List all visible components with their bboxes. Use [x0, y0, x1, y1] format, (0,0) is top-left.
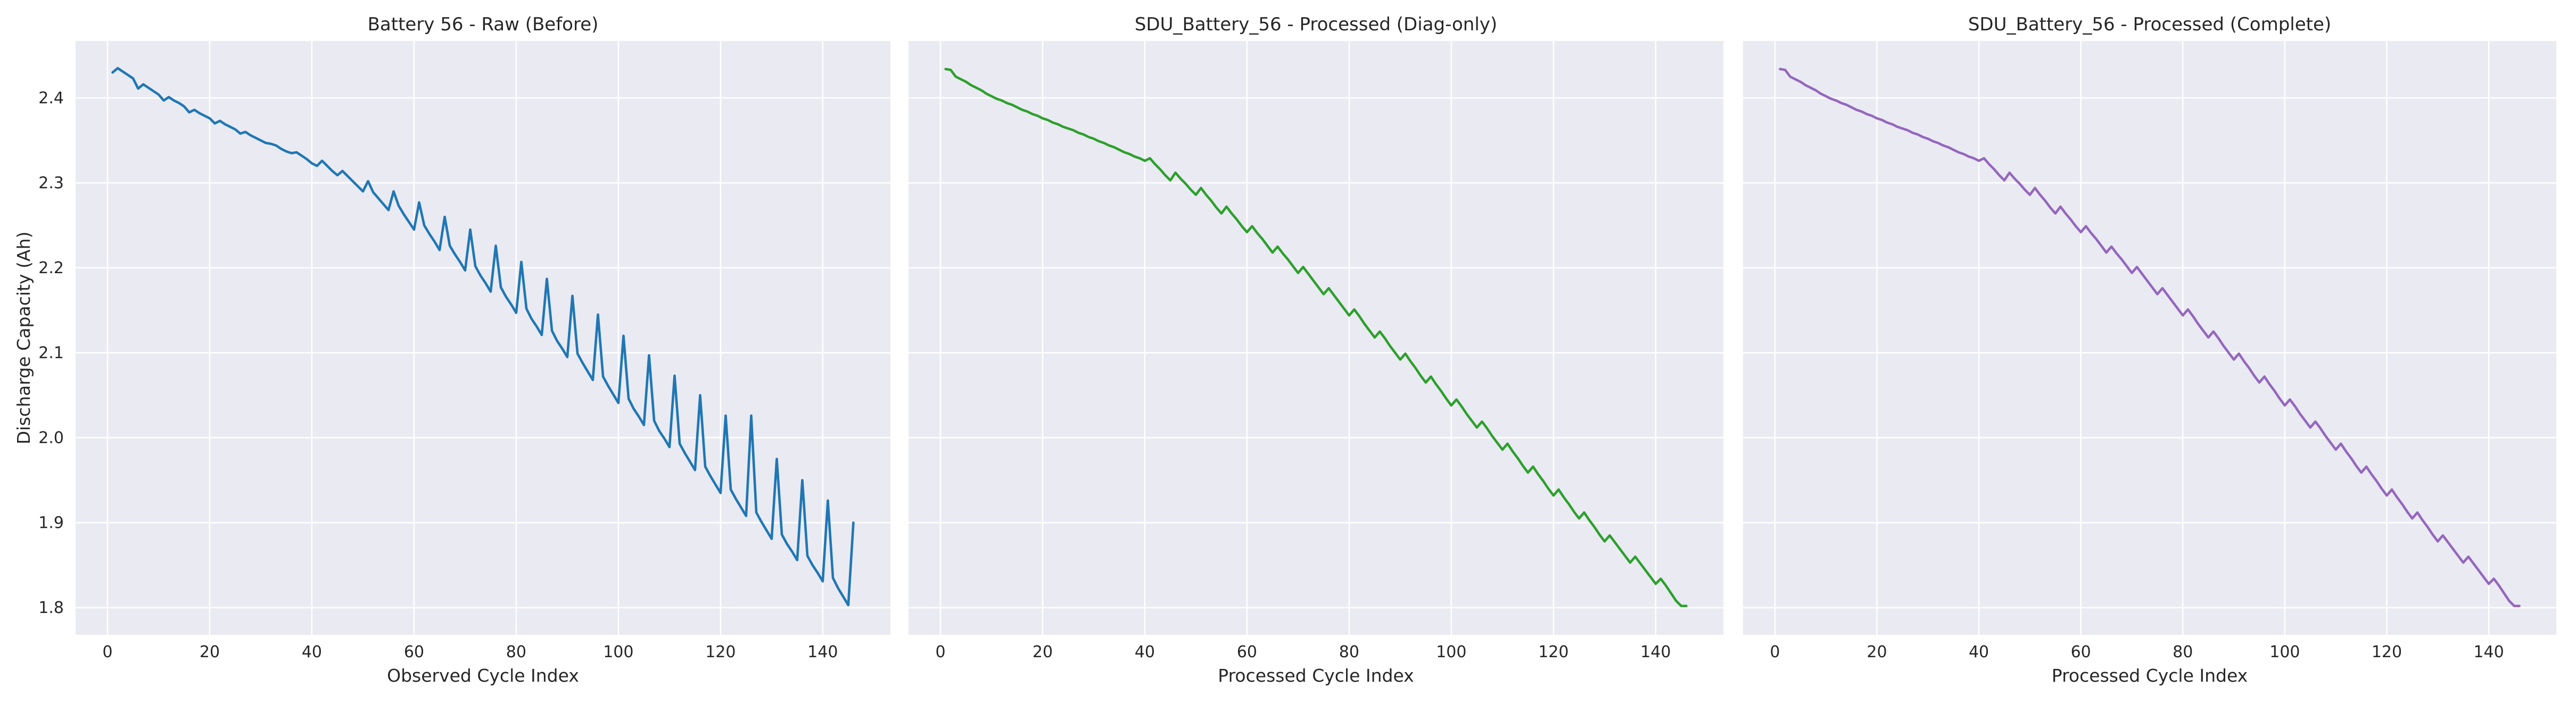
x-tick-label: 100 [1436, 643, 1466, 661]
x-tick-label: 40 [302, 643, 322, 661]
data-line [944, 68, 1688, 608]
x-tick-label: 120 [705, 643, 736, 661]
plot-background [909, 41, 1723, 635]
data-line [1779, 68, 2521, 608]
plot-background [1743, 41, 2556, 635]
y-axis-label: Discharge Capacity (Ah) [13, 232, 34, 445]
x-tick-label: 60 [404, 643, 424, 661]
x-tick-label: 0 [102, 643, 112, 661]
x-tick-label: 40 [1969, 643, 1989, 661]
x-tick-label: 60 [2071, 643, 2091, 661]
chart-title: SDU_Battery_56 - Processed (Diag-only) [1135, 14, 1497, 35]
y-tick-label: 2.0 [38, 429, 64, 447]
x-tick-label: 80 [1339, 643, 1359, 661]
x-tick-label: 100 [603, 643, 633, 661]
y-tick-label: 2.1 [38, 344, 64, 362]
plot-background [76, 41, 890, 635]
x-axis-label: Observed Cycle Index [387, 665, 579, 686]
x-tick-label: 140 [1640, 643, 1671, 661]
x-axis-label: Processed Cycle Index [2052, 665, 2248, 686]
x-tick-label: 80 [2173, 643, 2193, 661]
x-tick-label: 140 [2473, 643, 2504, 661]
x-tick-label: 0 [935, 643, 945, 661]
x-axis-label: Processed Cycle Index [1218, 665, 1414, 686]
x-tick-label: 140 [807, 643, 838, 661]
y-tick-label: 2.3 [38, 174, 64, 192]
y-tick-label: 2.4 [38, 89, 64, 108]
x-tick-label: 120 [2372, 643, 2402, 661]
x-tick-label: 100 [2269, 643, 2300, 661]
x-tick-label: 20 [200, 643, 220, 661]
data-line [111, 67, 855, 607]
chart-title: SDU_Battery_56 - Processed (Complete) [1968, 14, 2331, 35]
x-tick-label: 80 [506, 643, 526, 661]
x-tick-label: 20 [1867, 643, 1887, 661]
x-tick-label: 0 [1770, 643, 1780, 661]
chart-title: Battery 56 - Raw (Before) [368, 14, 599, 35]
x-tick-label: 40 [1135, 643, 1155, 661]
x-tick-label: 120 [1538, 643, 1568, 661]
y-tick-label: 2.2 [38, 259, 64, 277]
x-tick-label: 60 [1237, 643, 1257, 661]
y-tick-label: 1.9 [38, 513, 64, 532]
y-tick-label: 1.8 [38, 599, 64, 617]
x-tick-label: 20 [1033, 643, 1053, 661]
